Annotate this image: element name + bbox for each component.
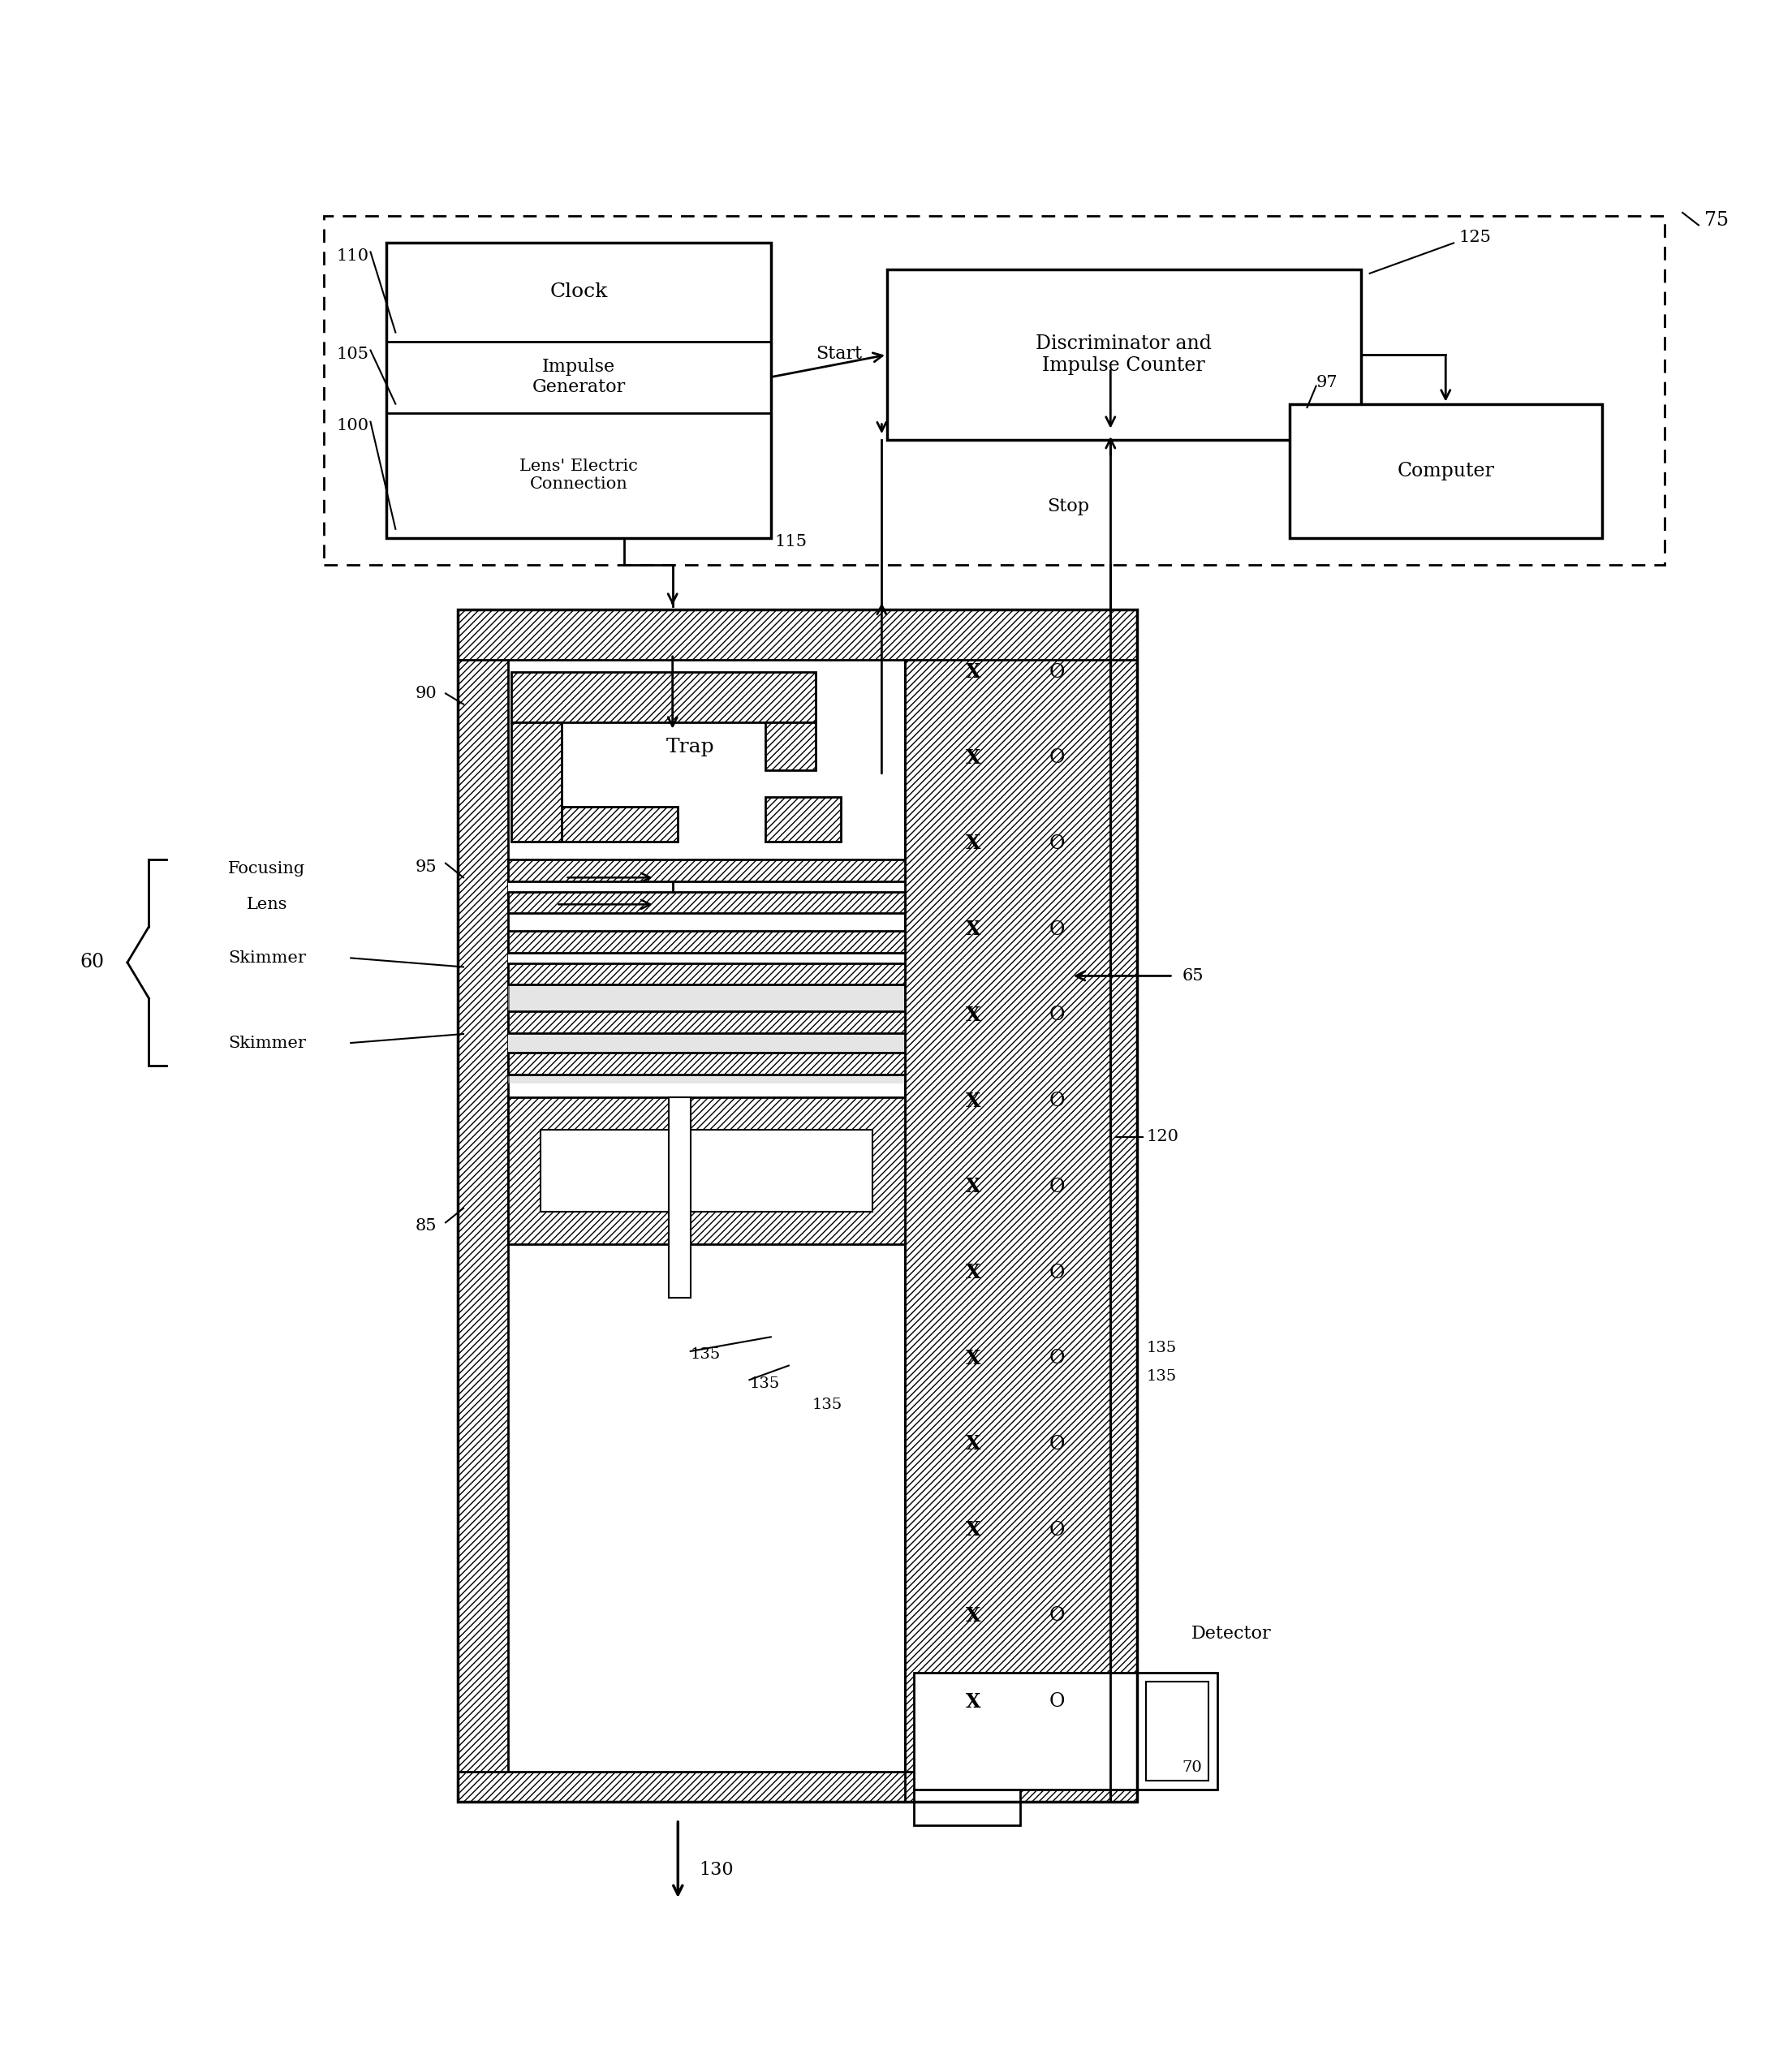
Text: X: X [966,920,980,939]
Text: Discriminator and
Impulse Counter: Discriminator and Impulse Counter [1036,336,1211,375]
Bar [561,807,677,842]
Text: 105: 105 [337,346,369,362]
Text: Computer: Computer [1398,461,1495,480]
Bar [459,1771,1138,1802]
Text: 135: 135 [690,1347,720,1363]
Bar [459,609,1138,1802]
Text: 100: 100 [337,418,369,434]
Text: 125: 125 [1459,231,1491,245]
Bar [513,671,815,723]
Text: 130: 130 [699,1861,735,1878]
Bar [459,609,509,1802]
Bar [914,1789,1020,1824]
Text: Focusing: Focusing [228,861,305,877]
Bar [1147,1682,1210,1781]
Text: O: O [1048,663,1064,682]
Bar [561,723,765,807]
Text: Stop: Stop [1047,498,1090,515]
Bar [509,1034,905,1052]
Text: 135: 135 [1147,1340,1177,1355]
Bar [513,723,561,842]
Bar [668,1097,690,1297]
Bar [765,723,815,770]
Bar [509,1097,905,1244]
Text: X: X [966,1349,980,1367]
Text: 85: 85 [416,1219,437,1233]
Text: O: O [1048,749,1064,768]
Bar [541,1130,873,1213]
Text: Start: Start [815,346,862,362]
Bar [887,270,1360,441]
Text: Trap: Trap [667,737,715,756]
Text: Skimmer: Skimmer [228,1036,306,1050]
Bar [509,881,905,892]
Bar [324,216,1665,564]
Text: 135: 135 [1147,1369,1177,1384]
Bar [1147,1682,1210,1781]
Text: 95: 95 [416,861,437,875]
Text: X: X [966,747,980,768]
Bar [914,1674,1219,1789]
Text: Clock: Clock [550,282,607,301]
Bar [459,609,1138,659]
Text: O: O [1048,1007,1064,1025]
Bar [509,964,905,984]
Text: 110: 110 [337,249,369,264]
Text: O: O [1048,1692,1064,1711]
Text: X: X [966,1178,980,1196]
Text: 60: 60 [79,953,104,972]
Text: O: O [1048,1178,1064,1196]
Text: Skimmer: Skimmer [228,951,306,966]
Text: O: O [1048,1435,1064,1454]
Text: 135: 135 [812,1398,842,1412]
Bar [509,953,905,964]
Text: 70: 70 [1183,1760,1202,1775]
Text: O: O [1048,1349,1064,1367]
Text: Detector: Detector [1192,1625,1271,1643]
Bar [509,1052,905,1075]
Text: O: O [1048,1264,1064,1283]
Text: Lens: Lens [246,896,287,912]
Text: X: X [966,1005,980,1025]
Text: X: X [966,1606,980,1625]
Text: X: X [966,1262,980,1283]
Text: Impulse
Generator: Impulse Generator [532,358,625,395]
Text: X: X [966,1520,980,1540]
Text: X: X [966,1692,980,1711]
Text: 120: 120 [1147,1128,1179,1145]
Text: Lens' Electric
Connection: Lens' Electric Connection [520,459,638,492]
Text: 97: 97 [1315,375,1337,389]
Text: 115: 115 [774,533,806,550]
Bar [509,964,905,1083]
Bar [905,609,1138,1802]
Text: X: X [966,663,980,682]
Bar [509,892,905,914]
Bar [509,861,905,881]
Text: 90: 90 [416,686,437,702]
Text: O: O [1048,920,1064,939]
Text: X: X [966,1435,980,1454]
Bar [387,243,771,537]
Text: O: O [1048,834,1064,852]
Text: O: O [1048,1522,1064,1540]
Bar [1288,404,1602,537]
Text: 65: 65 [1183,968,1204,984]
Text: X: X [966,1091,980,1110]
Bar [509,931,905,953]
Text: 75: 75 [1704,210,1727,229]
Text: 135: 135 [749,1375,780,1390]
Text: O: O [1048,1606,1064,1625]
Text: X: X [966,834,980,852]
Bar [765,797,840,842]
Text: O: O [1048,1091,1064,1110]
Bar [509,1011,905,1034]
